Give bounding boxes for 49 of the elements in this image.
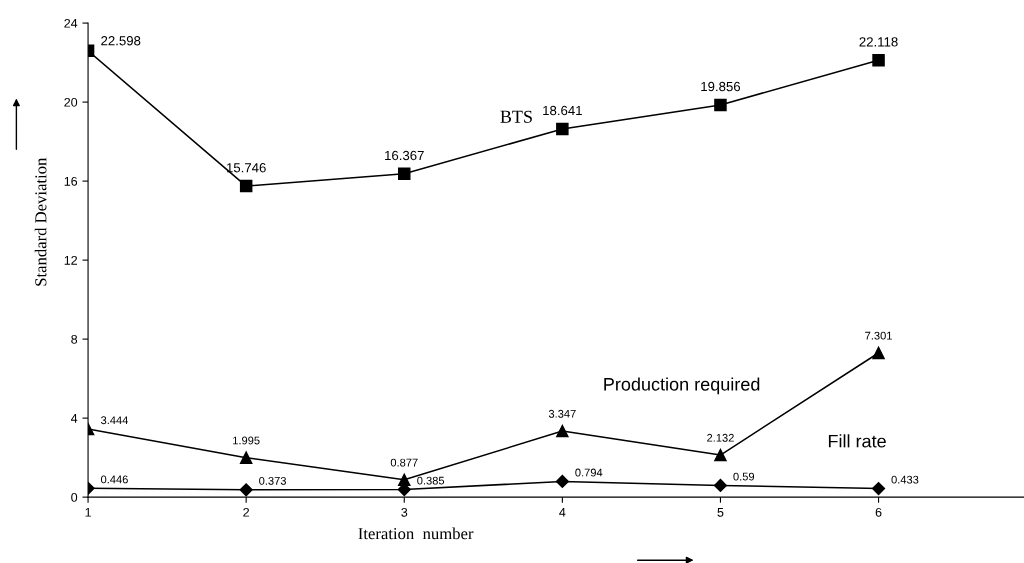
- point: [714, 448, 727, 462]
- data-label: 2.132: [707, 433, 734, 442]
- point: [714, 98, 727, 112]
- data-label: 0.794: [575, 468, 603, 477]
- point: [713, 478, 728, 493]
- data-label: 22.118: [859, 37, 898, 47]
- y-tick-label: 0: [71, 492, 78, 502]
- x-axis-title: Iteration number: [358, 527, 474, 540]
- data-label: 0.446: [101, 475, 128, 484]
- data-label: 0.433: [891, 475, 919, 484]
- x-tick-label: 4: [559, 508, 566, 517]
- data-label: 16.367: [385, 150, 424, 161]
- point: [555, 474, 569, 489]
- point: [239, 179, 253, 193]
- point: [239, 451, 253, 464]
- data-label: 0.385: [417, 476, 445, 485]
- point: [872, 54, 885, 67]
- y-tick-label: 24: [64, 18, 78, 28]
- point: [239, 483, 253, 497]
- series-label: BTS: [500, 110, 532, 123]
- data-label: 18.641: [543, 105, 582, 116]
- x-tick-label: 6: [875, 507, 882, 517]
- y-tick-label: 12: [64, 255, 78, 265]
- data-label: 1.995: [233, 436, 260, 445]
- point: [872, 346, 885, 360]
- data-label: 0.59: [733, 472, 755, 481]
- data-label: 3.444: [100, 416, 129, 425]
- data-label: 3.347: [548, 409, 576, 418]
- y-tick-label: 8: [71, 334, 78, 344]
- y-tick-label: 4: [70, 414, 78, 423]
- point: [398, 167, 411, 181]
- x-tick-label: 3: [401, 507, 408, 517]
- x-tick-label: 2: [243, 507, 250, 517]
- data-label: 0.373: [259, 476, 286, 485]
- point: [871, 481, 886, 496]
- y-tick-label: 16: [64, 176, 78, 186]
- data-label: 19.856: [701, 81, 741, 92]
- y-axis-title: Standard Deviation: [34, 157, 47, 286]
- series-label: Fill rate: [828, 434, 886, 448]
- data-label: 22.598: [101, 36, 141, 46]
- x-tick-label: 5: [717, 508, 724, 517]
- data-label: 7.301: [865, 331, 892, 340]
- x-tick-label: 1: [85, 508, 91, 517]
- data-label: 0.877: [390, 458, 418, 467]
- y-tick-label: 20: [64, 97, 78, 107]
- series-label: Production required: [604, 377, 760, 395]
- data-label: 15.746: [226, 163, 266, 173]
- point: [556, 424, 569, 438]
- point: [556, 122, 569, 136]
